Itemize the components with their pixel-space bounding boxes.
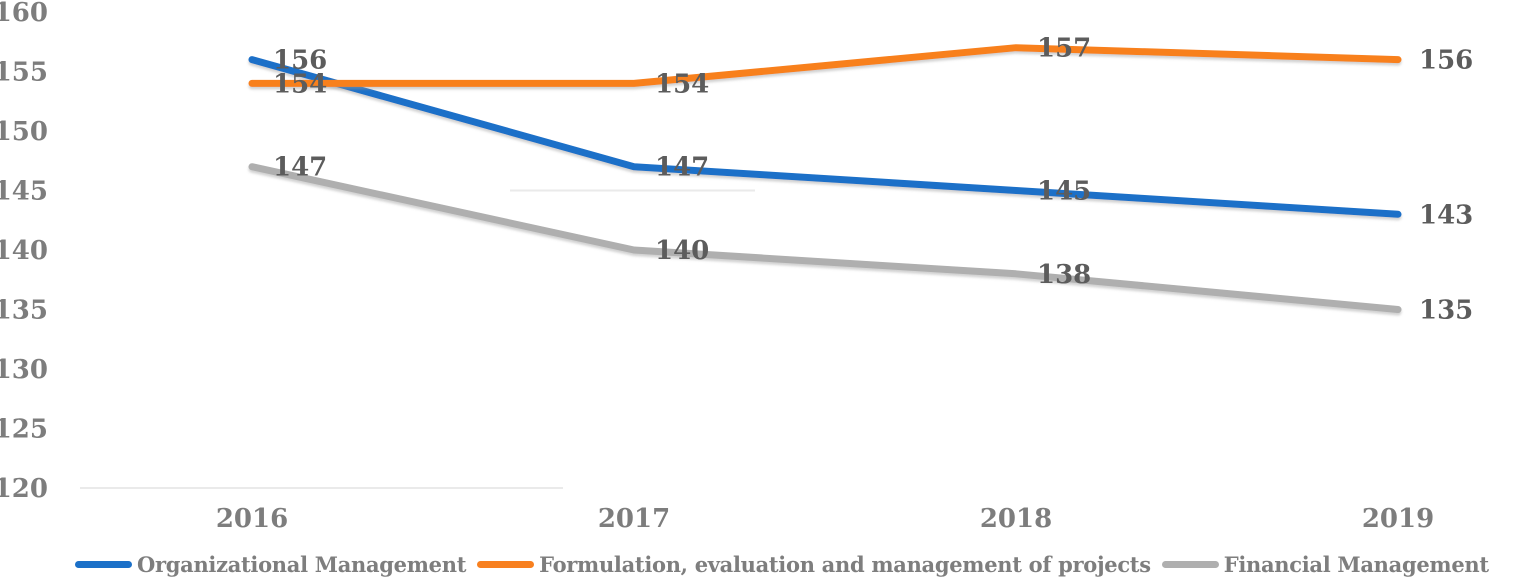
legend-label: Formulation, evaluation and management o… xyxy=(539,552,1151,577)
data-point-labels: 156 147 145 143 154 154 157 156 147 140 138 135 xyxy=(273,34,1473,326)
legend-swatch-line-icon xyxy=(477,561,535,568)
legend-item-financial-management: Financial Management xyxy=(1161,552,1489,577)
legend-label: Financial Management xyxy=(1223,552,1489,577)
series-line xyxy=(248,56,1402,218)
x-axis-tick-label: 2016 xyxy=(216,504,288,534)
y-axis-tick-label: 145 xyxy=(0,177,48,207)
legend-swatch-line-icon xyxy=(1161,561,1219,568)
y-axis-tick-label: 160 xyxy=(0,0,48,28)
data-point-label: 156 xyxy=(273,46,327,76)
data-point-label: 138 xyxy=(1037,260,1091,290)
chart-plot-area: 160 155 150 145 140 135 130 125 120 2016 2017 2018… xyxy=(0,0,1473,534)
gridlines xyxy=(80,189,755,489)
y-axis-tick-label: 155 xyxy=(0,58,48,88)
y-axis-tick-label: 150 xyxy=(0,117,48,147)
data-point-label: 156 xyxy=(1419,46,1473,76)
y-axis-tick-label: 135 xyxy=(0,296,48,326)
x-axis-tick-label: 2018 xyxy=(980,504,1052,534)
y-axis-tick-labels: 160 155 150 145 140 135 130 125 120 xyxy=(0,0,48,504)
data-point-label: 154 xyxy=(655,69,709,99)
x-axis-tick-label: 2017 xyxy=(598,504,670,534)
series-line xyxy=(248,163,1402,313)
y-axis-tick-label: 125 xyxy=(0,415,48,445)
data-point-label: 135 xyxy=(1419,296,1473,326)
legend-item-formulation-evaluation: Formulation, evaluation and management o… xyxy=(477,552,1151,577)
y-axis-tick-label: 140 xyxy=(0,236,48,266)
data-point-label: 147 xyxy=(273,153,327,183)
y-axis-tick-label: 120 xyxy=(0,474,48,504)
chart-legend: Organizational Management Formulation, e… xyxy=(75,552,1529,577)
data-point-label: 145 xyxy=(1037,177,1091,207)
x-axis-tick-labels: 2016 2017 2018 2019 xyxy=(216,504,1434,534)
legend-swatch-line-icon xyxy=(75,561,132,568)
series-lines xyxy=(248,44,1402,313)
data-point-label: 157 xyxy=(1037,34,1091,64)
data-point-label: 143 xyxy=(1419,200,1473,230)
data-point-label: 154 xyxy=(273,69,327,99)
legend-item-organizational-management: Organizational Management xyxy=(75,552,466,577)
y-axis-tick-label: 130 xyxy=(0,355,48,385)
data-point-label: 140 xyxy=(655,236,709,266)
data-point-label: 147 xyxy=(655,153,709,183)
legend-label: Organizational Management xyxy=(137,552,467,577)
series-line xyxy=(248,44,1402,87)
x-axis-tick-label: 2019 xyxy=(1362,504,1434,534)
